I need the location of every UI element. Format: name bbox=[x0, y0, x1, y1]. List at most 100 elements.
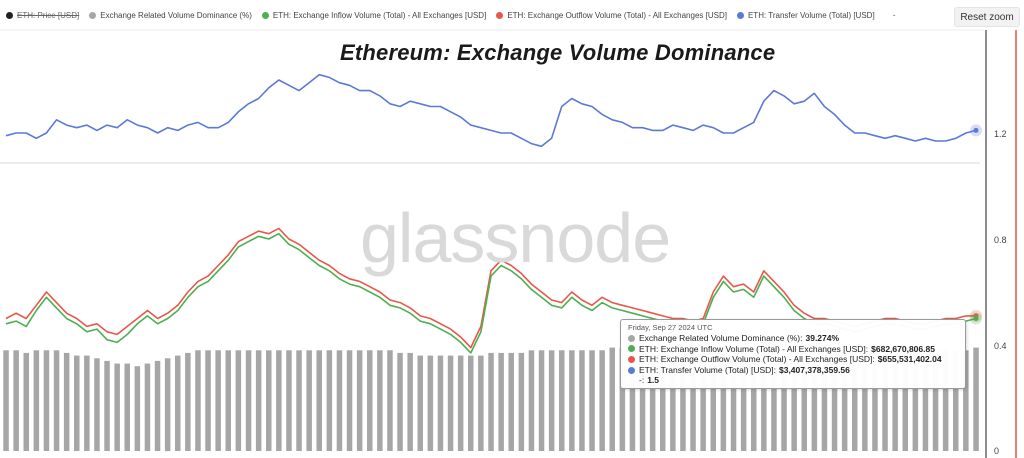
dominance-bar bbox=[569, 350, 575, 451]
legend-item-dash[interactable]: - bbox=[892, 10, 896, 20]
right-axis-tick-label: 0 bbox=[994, 446, 1000, 456]
dominance-bar bbox=[367, 350, 373, 451]
tooltip-label: ETH: Exchange Inflow Volume (Total) - Al… bbox=[639, 343, 869, 354]
dominance-bar bbox=[942, 350, 949, 451]
legend-item-exchange-outflow[interactable]: ETH: Exchange Outflow Volume (Total) - A… bbox=[496, 11, 727, 20]
dominance-bar bbox=[377, 350, 383, 451]
dominance-bar bbox=[114, 363, 120, 451]
dominance-bar bbox=[528, 350, 535, 451]
dominance-bar bbox=[771, 347, 777, 451]
dominance-bar bbox=[346, 350, 353, 451]
dominance-bar bbox=[538, 350, 545, 451]
dominance-bar bbox=[195, 350, 201, 451]
tooltip-value: $682,670,806.85 bbox=[871, 343, 935, 354]
dominance-bar bbox=[175, 355, 181, 451]
dominance-bar bbox=[94, 358, 100, 452]
tooltip-row: ETH: Exchange Inflow Volume (Total) - Al… bbox=[628, 344, 958, 355]
right-axis-tick-label: 1.2 bbox=[994, 129, 1007, 139]
legend-dot-icon bbox=[89, 11, 97, 19]
dominance-bar bbox=[670, 347, 676, 451]
dominance-bar bbox=[912, 350, 919, 451]
dominance-bar bbox=[215, 350, 221, 451]
tooltip-dot-icon bbox=[628, 366, 635, 374]
dominance-bar bbox=[104, 360, 110, 451]
dominance-bar bbox=[407, 352, 413, 451]
hover-marker bbox=[973, 316, 979, 321]
dominance-bars bbox=[3, 347, 979, 452]
dominance-bar bbox=[306, 350, 312, 451]
dominance-bar bbox=[74, 355, 80, 451]
series-line bbox=[5, 73, 977, 148]
right-axis-tick-label: 0.4 bbox=[994, 341, 1007, 351]
dominance-bar bbox=[185, 352, 191, 451]
chart-title: Ethereum: Exchange Volume Dominance bbox=[340, 40, 776, 65]
dominance-bar bbox=[457, 355, 464, 451]
dominance-bar bbox=[508, 352, 514, 451]
dominance-bar bbox=[872, 350, 878, 451]
dominance-bar bbox=[862, 350, 868, 451]
dominance-bar bbox=[599, 350, 605, 451]
dominance-bar bbox=[831, 350, 838, 451]
dominance-bar bbox=[3, 350, 9, 451]
dominance-bar bbox=[468, 355, 474, 451]
dominance-bar bbox=[791, 350, 797, 451]
legend-item-eth-price[interactable]: ETH: Price [USD] bbox=[6, 11, 79, 20]
dominance-bar bbox=[811, 350, 818, 451]
dominance-bar bbox=[225, 350, 231, 451]
tooltip-label: ETH: Exchange Outflow Volume (Total) - A… bbox=[639, 354, 875, 365]
dominance-bar bbox=[245, 350, 252, 451]
legend-item-volume-dominance[interactable]: Exchange Related Volume Dominance (%) bbox=[89, 11, 252, 20]
tooltip-dot-icon bbox=[628, 334, 635, 342]
dominance-bar bbox=[629, 347, 636, 451]
tooltip-value: $3,407,378,359.56 bbox=[778, 364, 850, 375]
dominance-bar bbox=[781, 350, 787, 451]
dominance-bar bbox=[336, 350, 343, 451]
tooltip-dot-icon bbox=[628, 345, 635, 353]
dominance-bar bbox=[690, 347, 696, 451]
legend-dot-icon bbox=[496, 11, 504, 19]
tooltip-value: $655,531,402.04 bbox=[877, 354, 942, 365]
tooltip-row: Exchange Related Volume Dominance (%): 3… bbox=[628, 333, 958, 344]
dominance-bar bbox=[13, 350, 19, 451]
tooltip-row: ETH: Transfer Volume (Total) [USD]: $3,4… bbox=[628, 365, 958, 376]
tooltip-label: -: bbox=[639, 375, 645, 386]
dominance-bar bbox=[761, 347, 767, 451]
legend-label: ETH: Price [USD] bbox=[17, 10, 80, 20]
dominance-bar bbox=[852, 350, 858, 451]
reset-zoom-button[interactable]: Reset zoom bbox=[954, 7, 1020, 27]
dominance-bar bbox=[53, 350, 60, 451]
chart-tooltip: Friday, Sep 27 2024 UTC Exchange Related… bbox=[620, 319, 966, 389]
chart-legend: ETH: Price [USD] Exchange Related Volume… bbox=[0, 0, 950, 30]
tooltip-value: 1.5 bbox=[647, 375, 660, 386]
tooltip-value: 39.274% bbox=[805, 333, 840, 343]
dominance-bar bbox=[296, 350, 302, 451]
dominance-bar bbox=[841, 350, 848, 451]
dominance-bar bbox=[751, 347, 757, 451]
dominance-bar bbox=[488, 352, 494, 451]
legend-label: Exchange Related Volume Dominance (%) bbox=[100, 10, 252, 20]
dominance-bar bbox=[548, 350, 555, 451]
legend-item-exchange-inflow[interactable]: ETH: Exchange Inflow Volume (Total) - Al… bbox=[261, 11, 486, 20]
dominance-bar bbox=[609, 347, 615, 451]
dominance-bar bbox=[953, 350, 959, 451]
dominance-bar bbox=[84, 355, 90, 451]
dominance-bar bbox=[33, 350, 40, 451]
dominance-bar bbox=[144, 363, 151, 451]
dominance-bar bbox=[124, 363, 130, 451]
dominance-bar bbox=[922, 350, 929, 451]
dominance-bar bbox=[154, 360, 161, 451]
dominance-bar bbox=[235, 350, 242, 451]
dominance-bar bbox=[579, 350, 585, 451]
dominance-bar bbox=[892, 350, 898, 451]
legend-item-transfer-volume[interactable]: ETH: Transfer Volume (Total) [USD] bbox=[736, 10, 875, 20]
dominance-bar bbox=[427, 355, 434, 451]
legend-label: ETH: Transfer Volume (Total) [USD] bbox=[747, 10, 875, 20]
watermark: glassnode bbox=[360, 199, 671, 277]
dominance-bar bbox=[43, 350, 50, 451]
tooltip-dot-icon bbox=[628, 355, 635, 363]
legend-label: ETH: Exchange Outflow Volume (Total) - A… bbox=[507, 10, 727, 20]
dominance-bar bbox=[286, 350, 292, 451]
dominance-bar bbox=[316, 350, 322, 451]
dominance-bar bbox=[660, 347, 666, 451]
